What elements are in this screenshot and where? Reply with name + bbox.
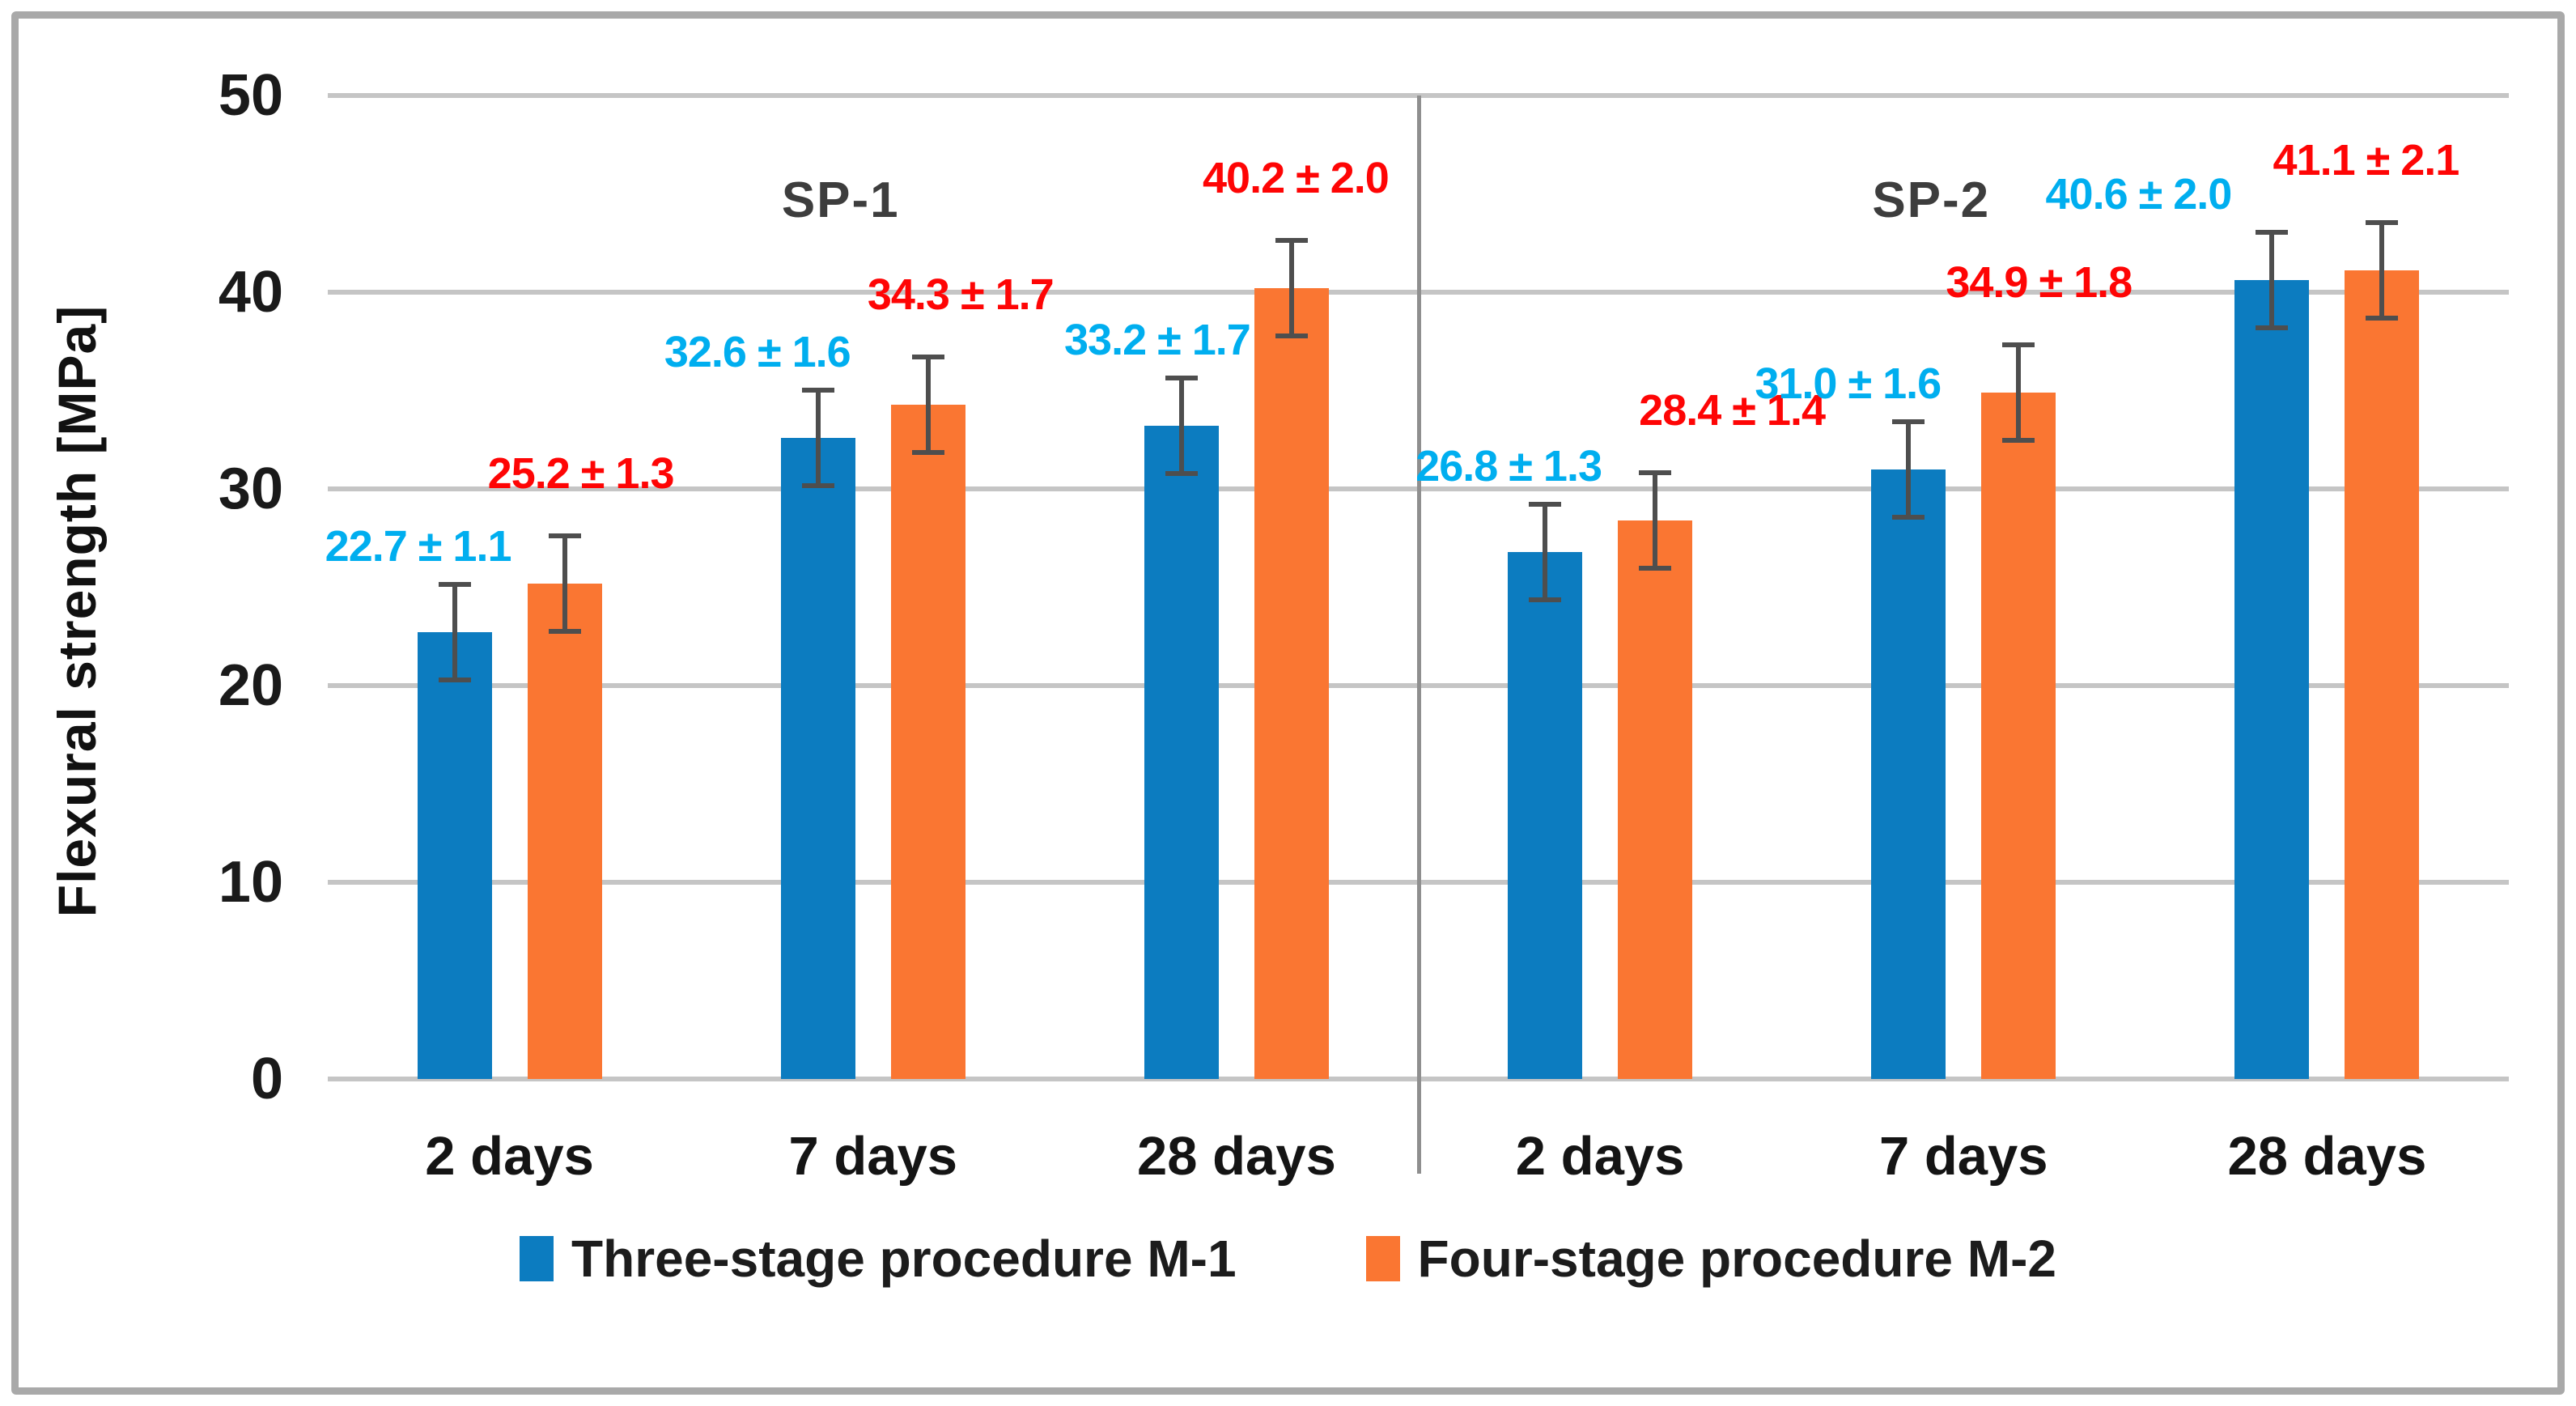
data-label-m2-g1: 25.2 ± 1.3 bbox=[487, 448, 675, 498]
figure-frame bbox=[11, 11, 2565, 1395]
bar-m1-g4 bbox=[1508, 551, 1583, 1079]
error-bar bbox=[1275, 238, 1308, 339]
bar-m1-g1 bbox=[417, 632, 492, 1079]
error-bar-cap-top bbox=[2256, 230, 2289, 236]
data-label-m1-g5: 31.0 ± 1.6 bbox=[1755, 359, 1942, 408]
error-bar-cap-bottom bbox=[1275, 333, 1308, 339]
error-bar-cap-bottom bbox=[801, 482, 834, 488]
section-title-sp-2: SP-2 bbox=[1872, 172, 1991, 228]
bar-m2-g5 bbox=[1981, 392, 2056, 1079]
data-label-m2-g6: 41.1 ± 2.1 bbox=[2273, 136, 2460, 185]
error-bar bbox=[1165, 376, 1198, 477]
error-bar-stem bbox=[925, 354, 931, 455]
bar-m2-g2 bbox=[890, 404, 965, 1079]
error-bar bbox=[2366, 220, 2399, 321]
error-bar-cap-top bbox=[801, 387, 834, 393]
error-bar-stem bbox=[2269, 230, 2275, 331]
error-bar bbox=[2002, 342, 2035, 443]
error-bar-cap-top bbox=[2002, 342, 2035, 347]
y-tick-label: 30 bbox=[218, 457, 283, 521]
legend-label-m1: Three-stage procedure M-1 bbox=[571, 1230, 1237, 1288]
error-bar bbox=[2256, 230, 2289, 331]
bar-m2-g1 bbox=[527, 583, 602, 1079]
error-bar-stem bbox=[562, 533, 567, 634]
y-axis-title: Flexural strength [MPa] bbox=[47, 304, 107, 918]
error-bar-cap-bottom bbox=[1639, 565, 1672, 571]
bar-m1-g5 bbox=[1871, 469, 1946, 1079]
error-bar-cap-top bbox=[1165, 376, 1198, 381]
data-label-m2-g3: 40.2 ± 2.0 bbox=[1203, 154, 1390, 203]
error-bar bbox=[438, 582, 471, 683]
error-bar-stem bbox=[1906, 418, 1912, 520]
bar-m1-g2 bbox=[780, 437, 855, 1079]
error-bar-stem bbox=[1543, 501, 1548, 602]
error-bar-stem bbox=[1653, 469, 1658, 571]
bar-m1-g3 bbox=[1144, 426, 1219, 1079]
x-tick-label-g6: 28 days bbox=[2227, 1126, 2427, 1187]
error-bar-cap-top bbox=[1529, 501, 1562, 507]
legend-swatch-m2 bbox=[1365, 1236, 1400, 1281]
section-title-sp-1: SP-1 bbox=[781, 172, 900, 228]
error-bar bbox=[1892, 418, 1925, 520]
error-bar-cap-top bbox=[1639, 469, 1672, 475]
x-tick-label-g1: 2 days bbox=[425, 1126, 594, 1187]
data-label-m2-g2: 34.3 ± 1.7 bbox=[867, 270, 1055, 319]
error-bar-stem bbox=[1288, 238, 1294, 339]
error-bar-cap-top bbox=[438, 582, 471, 588]
data-label-m1-g2: 32.6 ± 1.6 bbox=[664, 327, 851, 376]
error-bar-stem bbox=[2379, 220, 2385, 321]
error-bar-cap-bottom bbox=[1892, 514, 1925, 520]
error-bar bbox=[548, 533, 581, 634]
error-bar bbox=[801, 387, 834, 488]
error-bar-cap-bottom bbox=[1529, 597, 1562, 602]
data-label-m1-g4: 26.8 ± 1.3 bbox=[1415, 441, 1602, 491]
data-label-m1-g6: 40.6 ± 2.0 bbox=[2045, 170, 2233, 219]
error-bar-cap-top bbox=[1275, 238, 1308, 244]
legend-label-m2: Four-stage procedure M-2 bbox=[1417, 1230, 2056, 1288]
x-tick-label-g3: 28 days bbox=[1136, 1126, 1336, 1187]
error-bar-stem bbox=[452, 582, 457, 683]
error-bar-stem bbox=[815, 387, 821, 488]
error-bar bbox=[1639, 469, 1672, 571]
x-tick-label-g4: 2 days bbox=[1515, 1126, 1685, 1187]
error-bar-cap-bottom bbox=[548, 628, 581, 634]
data-label-m1-g3: 33.2 ± 1.7 bbox=[1064, 316, 1251, 365]
y-tick-label: 20 bbox=[218, 653, 283, 718]
bar-m2-g4 bbox=[1618, 520, 1693, 1079]
bar-m1-g6 bbox=[2234, 280, 2310, 1079]
data-label-m1-g1: 22.7 ± 1.1 bbox=[325, 522, 512, 571]
error-bar-cap-bottom bbox=[2002, 437, 2035, 443]
y-tick-label: 50 bbox=[218, 63, 283, 128]
x-tick-label-g5: 7 days bbox=[1878, 1126, 2048, 1187]
section-divider bbox=[1416, 96, 1421, 1174]
legend: Three-stage procedure M-1 Four-stage proc… bbox=[0, 1229, 2576, 1289]
error-bar-stem bbox=[1178, 376, 1184, 477]
error-bar-stem bbox=[2016, 342, 2022, 443]
error-bar-cap-bottom bbox=[1165, 471, 1198, 477]
error-bar-cap-bottom bbox=[438, 678, 471, 683]
error-bar-cap-bottom bbox=[911, 449, 944, 455]
data-label-m2-g5: 34.9 ± 1.8 bbox=[1946, 257, 2133, 307]
error-bar-cap-bottom bbox=[2256, 325, 2289, 331]
y-tick-label: 10 bbox=[218, 850, 283, 915]
error-bar-cap-top bbox=[2366, 220, 2399, 226]
legend-swatch-m1 bbox=[520, 1236, 554, 1281]
bar-m2-g6 bbox=[2345, 270, 2420, 1079]
error-bar-cap-top bbox=[911, 354, 944, 359]
legend-item-m1: Three-stage procedure M-1 bbox=[520, 1229, 1237, 1289]
y-tick-label: 40 bbox=[218, 260, 283, 325]
error-bar bbox=[1529, 501, 1562, 602]
error-bar bbox=[911, 354, 944, 455]
error-bar-cap-top bbox=[1892, 418, 1925, 424]
x-tick-label-g2: 7 days bbox=[788, 1126, 958, 1187]
bar-m2-g3 bbox=[1254, 288, 1329, 1079]
data-label-m2-g4: 28.4 ± 1.4 bbox=[1639, 385, 1826, 435]
error-bar-cap-bottom bbox=[2366, 316, 2399, 321]
y-tick-label: 0 bbox=[250, 1047, 283, 1111]
error-bar-cap-top bbox=[548, 533, 581, 538]
legend-item-m2: Four-stage procedure M-2 bbox=[1365, 1229, 2056, 1289]
